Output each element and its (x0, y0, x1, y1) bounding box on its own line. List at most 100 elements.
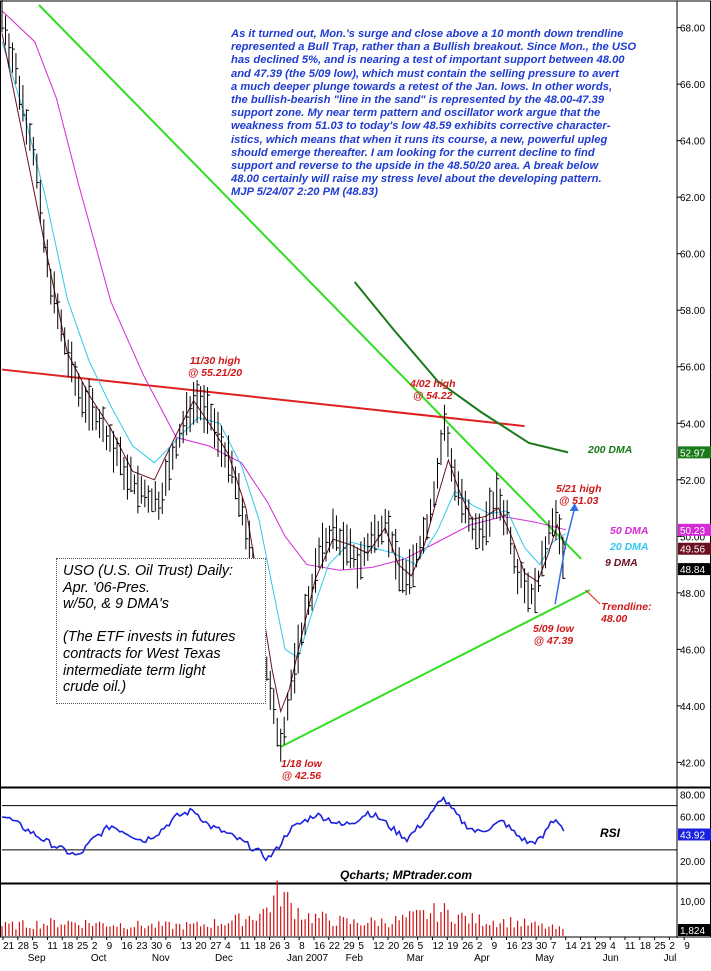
commentary-line: support and reverse to the upside in the… (231, 160, 599, 173)
annotation-line: @ 42.56 (281, 770, 322, 782)
x-day-label: 20 (196, 941, 208, 952)
annotation-line: 5/09 low (533, 623, 574, 635)
x-day-label: 30 (151, 941, 163, 952)
annotation-may21-high: 5/21 high @ 51.03 (556, 483, 602, 507)
annotation-may09-low: 5/09 low @ 47.39 (533, 623, 574, 647)
rsi-last-label: 43.92 (680, 830, 705, 841)
price-tick-label: 54.00 (680, 419, 705, 430)
annotation-line: 48.00 (601, 613, 628, 625)
x-day-label: 4 (610, 941, 616, 952)
last-price-tag (678, 563, 711, 576)
x-day-label: 26 (462, 941, 474, 952)
commentary-line: a much deeper plunge towards a retest of… (231, 80, 613, 93)
title-line: (The ETF invests in futures (63, 629, 236, 646)
rsi-line (1, 795, 565, 862)
x-month-label: Apr (474, 953, 490, 964)
x-day-label: 21 (581, 941, 593, 952)
price-tick-label: 64.00 (680, 137, 705, 148)
x-day-label: 18 (255, 941, 267, 952)
x-month-label: Mar (407, 953, 425, 964)
projection-arrow (554, 507, 576, 605)
chart-credit: Qcharts; MPtrader.com (340, 868, 473, 882)
x-day-label: 16 (121, 941, 133, 952)
annotation-line: @ 47.39 (533, 635, 574, 647)
price-tick-label: 62.00 (680, 193, 705, 204)
commentary-line: and 47.39 (the 5/09 low), which must con… (231, 67, 619, 80)
annotation-line: Trendline: (601, 601, 652, 613)
price-tick-label: 50.00 (680, 532, 705, 543)
rsi-panel: 80.00 60.00 20.00 43.92 (0, 787, 711, 884)
support-trendline (280, 589, 591, 748)
commentary-line: As it turned out, Mon.'s surge and close… (231, 28, 624, 40)
x-month-label: Jul (664, 953, 677, 964)
price-tick-label: 44.00 (680, 702, 705, 713)
last-price-tag (678, 446, 711, 459)
rsi-tick-label: 60.00 (680, 813, 705, 824)
x-day-label: 7 (551, 941, 557, 952)
commentary-text: As it turned out, Mon.'s surge and close… (231, 28, 661, 200)
price-tick-label: 42.00 (680, 758, 705, 769)
annotation-nov30-high: 11/30 high @ 55.21/20 (188, 355, 242, 379)
annotation-line: 5/21 high (556, 483, 602, 495)
x-month-label: Jan 2007 (287, 953, 329, 964)
x-day-label: 26 (403, 941, 415, 952)
annotation-line: 1/18 low (281, 758, 322, 770)
dma50-label: 50 DMA (610, 525, 649, 537)
title-line (63, 613, 259, 630)
x-month-label: Nov (152, 953, 170, 964)
x-day-label: 25 (77, 941, 89, 952)
x-day-label: 11 (47, 941, 58, 952)
x-day-label: 30 (536, 941, 548, 952)
price-tick-label: 48.00 (680, 589, 705, 600)
volume-panel: 10,00 1,824 (0, 880, 711, 938)
annotation-jan18-low: 1/18 low @ 42.56 (281, 758, 322, 782)
annotation-line: @ 54.22 (413, 390, 453, 402)
rsi-tick-label: 80.00 (680, 791, 705, 802)
last-price-label: 50.23 (680, 526, 705, 537)
annotation-line: 4/02 high (410, 378, 456, 390)
volume-last-tag (678, 924, 711, 936)
chart-title-box: USO (U.S. Oil Trust) Daily: Apr. '06-Pre… (56, 558, 266, 704)
annotation-apr02-high: 4/02 high @ 54.22 (410, 378, 456, 402)
x-day-label: 25 (655, 941, 667, 952)
dma200-line (353, 281, 569, 454)
x-day-label: 16 (314, 941, 326, 952)
x-day-label: 26 (270, 941, 282, 952)
resistance-line (1, 368, 525, 428)
x-day-label: 2 (92, 941, 98, 952)
x-day-label: 2 (669, 941, 675, 952)
x-day-label: 19 (447, 941, 459, 952)
price-tick-label: 66.00 (680, 80, 705, 91)
x-day-label: 29 (344, 941, 356, 952)
x-day-label: 9 (107, 941, 113, 952)
x-day-label: 11 (240, 941, 251, 952)
price-tick-label: 52.00 (680, 476, 705, 487)
volume-last-label: 1,824 (680, 926, 705, 937)
title-line: intermediate term light (63, 662, 206, 679)
dma9-label: 9 DMA (605, 557, 638, 569)
last-price-label: 49.56 (680, 545, 705, 556)
annotation-line: @ 51.03 (559, 495, 599, 507)
x-month-label: Sep (28, 953, 46, 964)
x-day-label: 18 (640, 941, 652, 952)
x-day-label: 16 (506, 941, 518, 952)
commentary-line: represented a Bull Trap, rather than a B… (231, 41, 637, 54)
price-tick-label: 58.00 (680, 306, 705, 317)
x-day-label: 5 (358, 941, 364, 952)
x-day-label: 14 (566, 941, 578, 952)
commentary-line: support zone. My near term pattern and o… (231, 107, 601, 120)
commentary-line: MJP 5/24/07 2:20 PM (48.83) (231, 186, 378, 199)
annotation-line: 11/30 high (189, 355, 241, 367)
down-trendline (38, 4, 582, 560)
commentary-line: weakness from 51.03 to today's low 48.59… (231, 120, 611, 133)
price-tick-label: 46.00 (680, 645, 705, 656)
price-tick-label: 56.00 (680, 363, 705, 374)
annotation-trendline: Trendline: 48.00 (601, 601, 652, 625)
dma50-line (1, 10, 567, 571)
x-day-label: 23 (521, 941, 533, 952)
annotation-line: @ 55.21/20 (188, 367, 243, 379)
dma200-label: 200 DMA (588, 444, 633, 456)
x-day-label: 21 (3, 941, 15, 952)
x-day-label: 11 (625, 941, 636, 952)
